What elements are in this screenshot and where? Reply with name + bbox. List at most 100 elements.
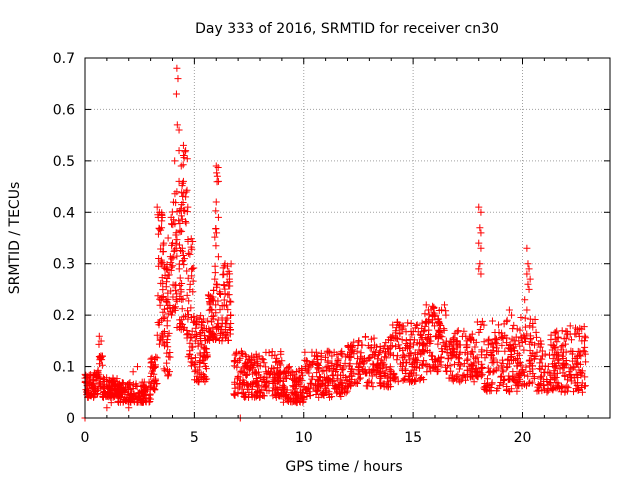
data-point — [217, 323, 225, 331]
data-point — [296, 398, 304, 406]
data-point — [275, 371, 283, 379]
data-point — [277, 350, 285, 358]
data-point — [576, 360, 584, 368]
data-point — [450, 334, 458, 342]
data-point — [402, 358, 410, 366]
data-point — [227, 260, 235, 268]
data-point — [334, 381, 342, 389]
data-point — [172, 229, 180, 237]
data-point — [416, 376, 424, 384]
data-point — [220, 296, 228, 304]
data-point — [559, 360, 567, 368]
data-point — [394, 378, 402, 386]
data-point — [95, 332, 103, 340]
data-point — [175, 126, 183, 134]
data-point — [544, 368, 552, 376]
data-point — [223, 320, 231, 328]
data-point — [467, 336, 475, 344]
data-point — [449, 335, 457, 343]
data-point — [347, 365, 355, 373]
data-point — [422, 301, 430, 309]
data-point — [253, 355, 261, 363]
data-point — [578, 388, 586, 396]
data-point — [186, 280, 194, 288]
data-point — [528, 339, 536, 347]
data-point — [107, 399, 115, 407]
data-point — [496, 382, 504, 390]
data-point — [190, 264, 198, 272]
data-point — [187, 354, 195, 362]
data-point — [380, 380, 388, 388]
data-point — [291, 390, 299, 398]
data-point — [147, 382, 155, 390]
data-point — [463, 356, 471, 364]
data-point — [256, 393, 264, 401]
data-point — [214, 177, 222, 185]
data-point — [285, 363, 293, 371]
data-point — [522, 363, 530, 371]
data-point — [571, 330, 579, 338]
data-point — [561, 359, 569, 367]
data-point — [409, 359, 417, 367]
data-point — [415, 340, 423, 348]
data-point — [498, 372, 506, 380]
data-point — [181, 148, 189, 156]
data-point — [273, 378, 281, 386]
data-point — [394, 335, 402, 343]
data-point — [231, 351, 239, 359]
data-point — [231, 384, 239, 392]
data-point — [319, 377, 327, 385]
data-point — [485, 335, 493, 343]
data-point — [168, 311, 176, 319]
data-point — [382, 354, 390, 362]
data-point — [399, 346, 407, 354]
data-point — [560, 335, 568, 343]
data-point — [82, 371, 90, 379]
data-point — [581, 332, 589, 340]
y-tick-label: 0.6 — [53, 102, 75, 118]
data-point — [354, 355, 362, 363]
data-point — [197, 335, 205, 343]
data-point — [569, 363, 577, 371]
data-point — [314, 364, 322, 372]
data-point — [159, 314, 167, 322]
data-point — [526, 315, 534, 323]
data-point — [376, 342, 384, 350]
data-point — [446, 362, 454, 370]
data-point — [188, 272, 196, 280]
data-point — [460, 327, 468, 335]
data-point — [95, 353, 103, 361]
data-point — [567, 374, 575, 382]
data-point — [410, 341, 418, 349]
data-point — [508, 311, 516, 319]
data-point — [167, 308, 175, 316]
data-point — [196, 363, 204, 371]
data-point — [523, 330, 531, 338]
data-point — [426, 363, 434, 371]
data-point — [182, 219, 190, 227]
data-point — [549, 355, 557, 363]
data-point — [191, 337, 199, 345]
data-point — [484, 364, 492, 372]
data-point — [188, 327, 196, 335]
data-point — [520, 346, 528, 354]
data-point — [214, 320, 222, 328]
data-point — [517, 334, 525, 342]
data-point — [207, 305, 215, 313]
data-point — [576, 324, 584, 332]
data-point — [192, 318, 200, 326]
data-point — [453, 328, 461, 336]
data-point — [373, 355, 381, 363]
data-point — [431, 356, 439, 364]
data-point — [447, 354, 455, 362]
data-point — [134, 363, 141, 371]
data-point — [287, 367, 295, 375]
data-point — [386, 351, 394, 359]
data-point — [404, 345, 412, 353]
data-point — [456, 348, 464, 356]
data-point — [322, 363, 330, 371]
data-point — [337, 371, 345, 379]
data-point — [90, 387, 98, 395]
data-point — [127, 389, 135, 397]
data-point — [470, 378, 478, 386]
